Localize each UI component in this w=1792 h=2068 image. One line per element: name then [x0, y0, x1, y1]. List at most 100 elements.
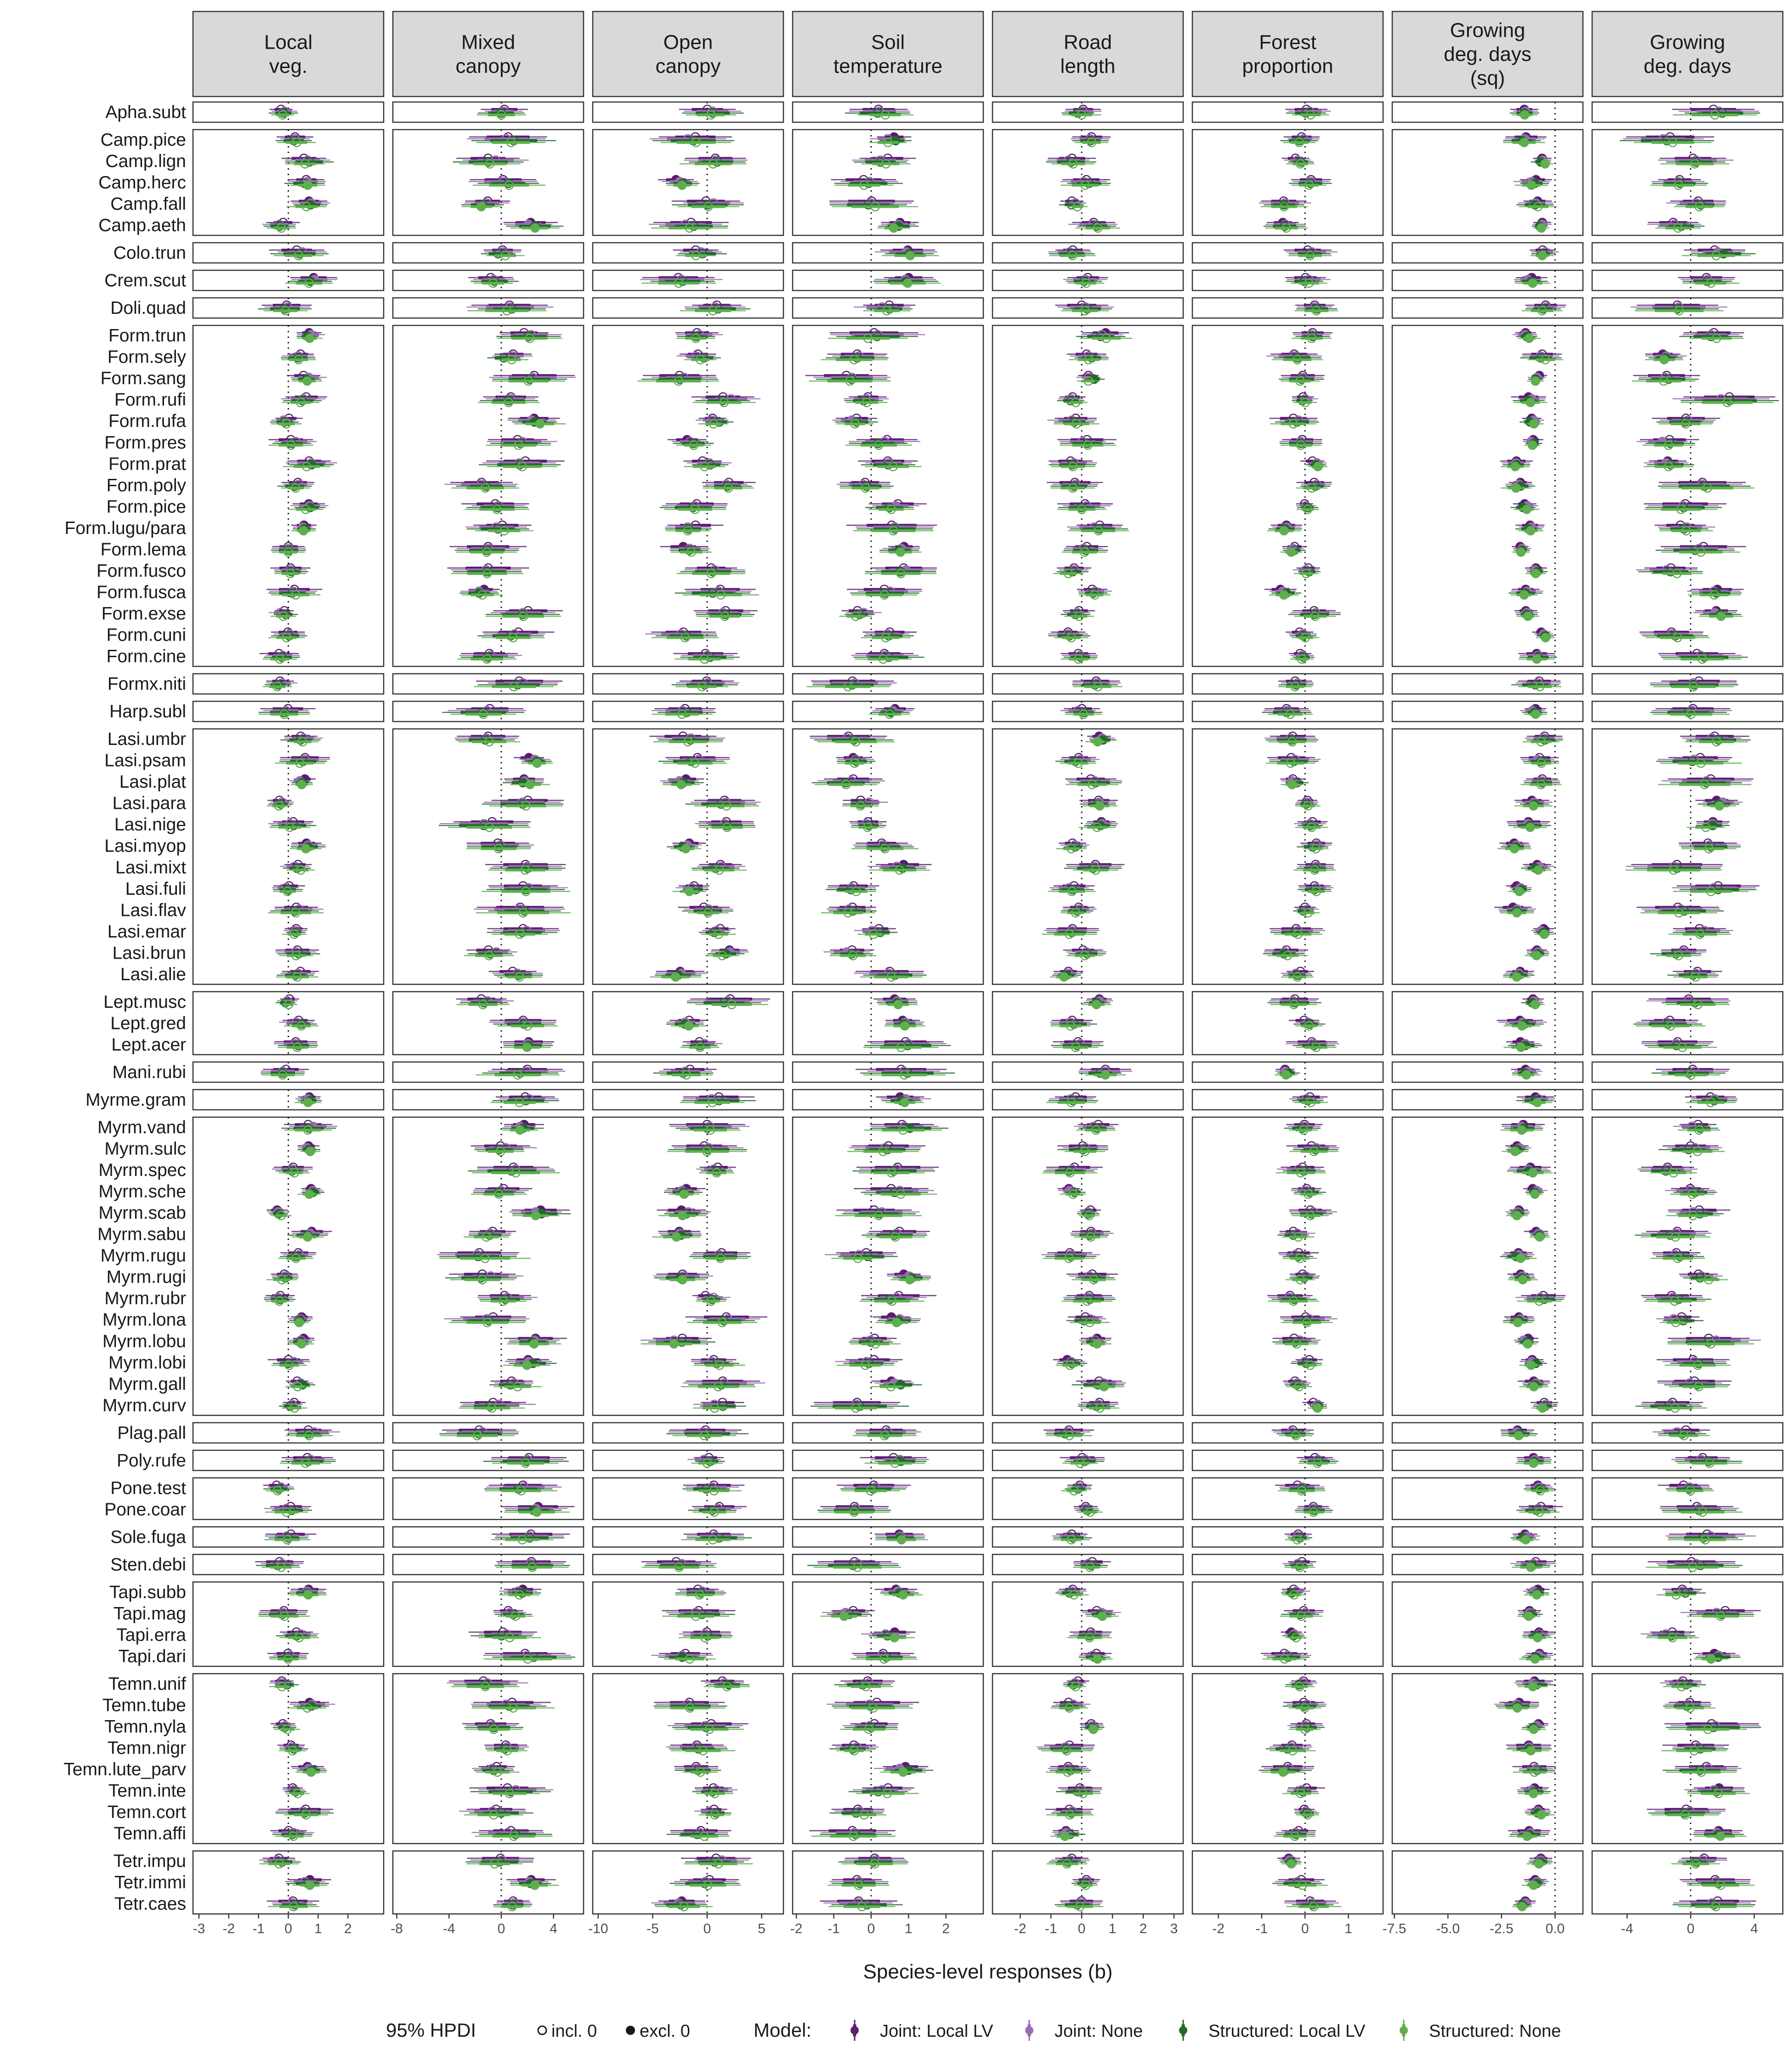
posterior-median-point [715, 417, 724, 427]
posterior-median-point [305, 157, 314, 167]
posterior-median-point [476, 202, 486, 211]
posterior-median-point [485, 159, 495, 169]
posterior-median-point [1065, 1360, 1075, 1370]
posterior-median-point [301, 202, 312, 211]
group-box [792, 673, 984, 695]
posterior-median-point [1087, 137, 1096, 148]
posterior-median-point [485, 1401, 495, 1411]
posterior-median-point [500, 1294, 510, 1304]
group-box [392, 1673, 584, 1844]
posterior-median-point [720, 611, 730, 621]
posterior-median-point [851, 886, 861, 897]
posterior-median-point [839, 1611, 849, 1621]
posterior-median-point [669, 1339, 679, 1349]
posterior-median-point [690, 505, 700, 514]
posterior-median-point [674, 1562, 684, 1572]
posterior-median-point [890, 1232, 900, 1242]
posterior-median-point [708, 159, 718, 169]
posterior-median-point [535, 419, 545, 429]
group-box [592, 1477, 784, 1520]
posterior-median-point [502, 306, 512, 316]
posterior-median-point [484, 822, 494, 832]
group-box [392, 1850, 584, 1915]
posterior-median-point [527, 1562, 537, 1572]
posterior-median-point [845, 376, 855, 386]
posterior-median-point [887, 1296, 897, 1306]
group-box [592, 1089, 784, 1111]
posterior-median-point [685, 223, 694, 233]
group-box [1191, 242, 1384, 264]
posterior-median-point [518, 611, 528, 621]
posterior-median-point [713, 1382, 723, 1392]
posterior-median-point [684, 545, 694, 555]
posterior-median-point [505, 631, 516, 641]
posterior-median-point [1078, 1789, 1088, 1798]
posterior-median-point [494, 1189, 504, 1199]
posterior-median-point [1093, 737, 1103, 747]
posterior-median-point [685, 1654, 695, 1664]
posterior-median-point [291, 1253, 301, 1263]
posterior-median-point [304, 1431, 314, 1441]
posterior-median-point [521, 1096, 531, 1106]
posterior-median-point [278, 611, 288, 621]
posterior-median-point [898, 1767, 908, 1777]
posterior-median-point [860, 1360, 870, 1370]
posterior-median-point [1062, 1859, 1072, 1869]
facet-panel-forest-proportion [1191, 101, 1384, 1915]
posterior-median-point [1066, 633, 1076, 642]
posterior-median-point [1093, 223, 1103, 233]
posterior-median-point [284, 1000, 293, 1010]
posterior-median-point [890, 1633, 899, 1642]
posterior-median-point [886, 505, 896, 514]
posterior-median-point [300, 1808, 309, 1818]
posterior-median-point [889, 526, 898, 536]
group-box [792, 1673, 984, 1844]
posterior-median-point [480, 1253, 490, 1263]
posterior-median-point [859, 180, 869, 190]
posterior-median-point [898, 1590, 908, 1600]
posterior-median-point [886, 972, 896, 982]
posterior-median-point [843, 682, 853, 692]
posterior-median-point [712, 157, 722, 167]
posterior-median-point [1095, 1403, 1105, 1413]
posterior-median-point [703, 1880, 713, 1890]
posterior-median-point [1080, 547, 1089, 557]
facet-title-line: length [1060, 55, 1116, 78]
posterior-median-point [698, 249, 708, 259]
posterior-median-point [1065, 1703, 1074, 1713]
group-box [792, 728, 984, 985]
facet-title-line: Road [1064, 31, 1112, 54]
posterior-median-point [274, 1296, 284, 1306]
posterior-median-point [706, 1296, 716, 1306]
posterior-median-point [473, 1251, 483, 1261]
posterior-median-point [679, 1189, 689, 1199]
posterior-median-point [523, 1654, 533, 1664]
posterior-median-point [1095, 801, 1105, 811]
posterior-median-point [496, 110, 506, 120]
facet-strip-road-length [992, 11, 1184, 97]
posterior-median-point [529, 1339, 539, 1349]
posterior-median-point [1083, 376, 1093, 386]
posterior-median-point [517, 462, 527, 472]
facet-title-line: veg. [269, 55, 307, 78]
posterior-median-point [510, 1611, 521, 1621]
posterior-median-point [493, 844, 504, 853]
posterior-median-point [1090, 590, 1100, 600]
posterior-median-point [505, 1789, 515, 1798]
posterior-median-point [529, 1652, 539, 1662]
group-box [592, 297, 784, 319]
posterior-median-point [1083, 440, 1093, 450]
posterior-median-point [705, 652, 715, 662]
posterior-median-point [472, 1431, 482, 1441]
facet-title-line: proportion [1242, 55, 1333, 78]
posterior-median-point [695, 1042, 705, 1052]
posterior-median-point [505, 1380, 516, 1390]
posterior-median-point [681, 631, 692, 641]
posterior-median-point [683, 526, 693, 536]
posterior-median-point [1066, 1021, 1076, 1031]
group-box [392, 1554, 584, 1575]
posterior-median-point [295, 758, 305, 768]
group-box [992, 1116, 1184, 1416]
posterior-median-point [704, 1724, 714, 1734]
posterior-median-point [282, 1724, 292, 1734]
